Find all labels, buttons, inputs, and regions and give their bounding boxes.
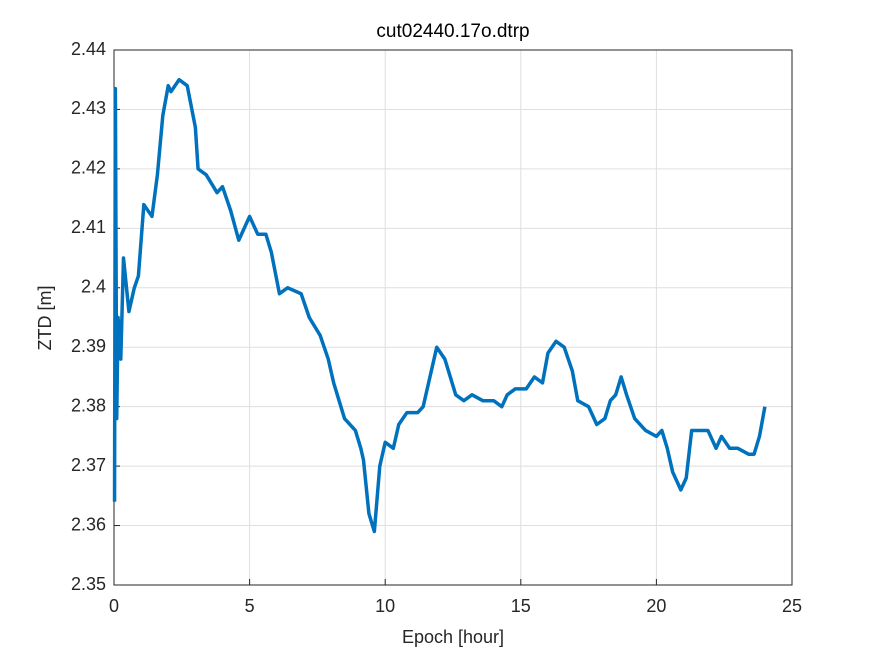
x-tick-label: 0	[109, 596, 119, 616]
y-tick-label: 2.36	[71, 514, 106, 534]
x-tick-label: 25	[782, 596, 802, 616]
x-tick-label: 10	[375, 596, 395, 616]
y-tick-label: 2.38	[71, 395, 106, 415]
y-tick-label: 2.4	[81, 277, 106, 297]
y-tick-label: 2.41	[71, 217, 106, 237]
chart-title: cut02440.17o.dtrp	[376, 21, 529, 42]
y-tick-label: 2.37	[71, 455, 106, 475]
x-tick-label: 20	[646, 596, 666, 616]
y-tick-label: 2.43	[71, 98, 106, 118]
x-tick-label: 15	[511, 596, 531, 616]
plot-area	[114, 50, 792, 585]
x-axis-label: Epoch [hour]	[402, 627, 504, 647]
y-tick-label: 2.39	[71, 336, 106, 356]
data-line	[112, 77, 767, 534]
x-tick-label: 5	[245, 596, 255, 616]
y-tick-label: 2.35	[71, 574, 106, 594]
y-axis-label: ZTD [m]	[35, 286, 55, 351]
y-tick-label: 2.44	[71, 39, 106, 59]
y-tick-label: 2.42	[71, 158, 106, 178]
